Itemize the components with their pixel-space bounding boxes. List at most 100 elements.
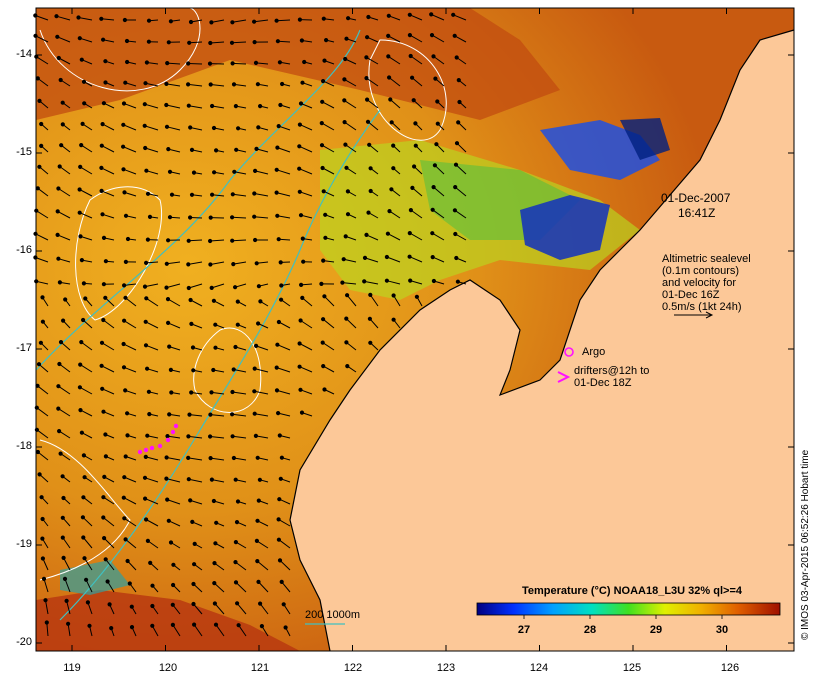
- x-tick-label: 119: [63, 662, 81, 674]
- velocity-arrow-head: [211, 367, 216, 373]
- velocity-arrow-head: [387, 209, 392, 214]
- velocity-arrow-head: [434, 142, 439, 147]
- velocity-arrow-head: [275, 342, 280, 347]
- velocity-arrow-head: [344, 316, 349, 321]
- velocity-arrow-head: [165, 297, 171, 302]
- velocity-arrow: [144, 283, 159, 288]
- velocity-arrow-head: [214, 148, 219, 153]
- velocity-arrow-head: [122, 283, 127, 288]
- velocity-arrow-head: [233, 560, 238, 565]
- velocity-arrow: [123, 124, 137, 131]
- velocity-arrow: [321, 101, 335, 109]
- velocity-arrow-head: [123, 388, 128, 393]
- velocity-arrow: [279, 560, 291, 571]
- velocity-arrow-head: [142, 284, 148, 289]
- velocity-arrow-head: [208, 82, 213, 87]
- velocity-arrow-head: [236, 126, 241, 131]
- velocity-arrow-head: [299, 410, 305, 415]
- velocity-arrow-head: [61, 495, 66, 501]
- velocity-arrow-head: [297, 341, 302, 346]
- velocity-arrow-head: [230, 412, 235, 417]
- velocity-arrow: [254, 170, 269, 175]
- velocity-arrow-head: [79, 143, 84, 148]
- velocity-arrow-head: [81, 79, 87, 84]
- velocity-arrow-head: [278, 260, 283, 265]
- argo-symbol: [564, 347, 574, 357]
- velocity-arrow-head: [275, 213, 280, 218]
- velocity-arrow-head: [252, 411, 257, 416]
- velocity-arrow-head: [125, 558, 130, 564]
- velocity-arrow-head: [276, 319, 281, 325]
- velocity-arrow-head: [76, 15, 81, 20]
- velocity-arrow: [388, 77, 401, 87]
- map-frame: [35, 7, 795, 652]
- velocity-arrow: [43, 578, 49, 593]
- velocity-arrow-head: [122, 516, 127, 521]
- velocity-arrow: [36, 210, 49, 219]
- velocity-arrow: [299, 343, 313, 351]
- velocity-arrow: [59, 363, 71, 373]
- velocity-arrow-head: [100, 122, 105, 127]
- velocity-arrow: [193, 603, 203, 615]
- velocity-arrow-head: [364, 55, 369, 60]
- velocity-arrow-head: [389, 120, 394, 125]
- velocity-arrow-head: [208, 412, 213, 417]
- velocity-arrow-head: [258, 299, 263, 304]
- velocity-arrow: [79, 166, 93, 175]
- velocity-arrow-head: [345, 364, 350, 369]
- velocity-arrow-head: [81, 495, 86, 500]
- velocity-arrow: [276, 192, 291, 197]
- velocity-arrow-head: [99, 340, 105, 345]
- velocity-arrow-head: [40, 295, 45, 300]
- velocity-arrow-head: [58, 340, 64, 345]
- velocity-arrow: [232, 193, 247, 197]
- velocity-arrow: [105, 558, 115, 571]
- altimetric-line-2: (0.1m contours): [662, 265, 740, 277]
- velocity-arrow: [454, 209, 467, 219]
- velocity-arrow-head: [79, 258, 85, 263]
- velocity-arrow: [409, 232, 423, 241]
- velocity-arrow-head: [208, 434, 213, 439]
- velocity-arrow-head: [143, 81, 148, 86]
- velocity-arrow-head: [299, 282, 304, 287]
- velocity-arrow-head: [99, 165, 104, 170]
- velocity-arrow: [37, 451, 49, 461]
- velocity-arrow: [254, 19, 269, 23]
- velocity-arrow-head: [433, 76, 438, 81]
- velocity-arrow-head: [365, 119, 371, 124]
- y-tick-label: -16: [16, 244, 32, 256]
- velocity-arrow-head: [431, 54, 436, 59]
- velocity-arrow-head: [255, 82, 260, 87]
- velocity-arrow-head: [255, 559, 260, 564]
- velocity-arrow-head: [276, 517, 281, 522]
- velocity-arrow-head: [435, 99, 440, 104]
- velocity-arrow-head: [186, 82, 191, 87]
- altimetric-line-5: 0.5m/s (1kt 24h): [662, 301, 742, 313]
- velocity-arrow-head: [168, 19, 173, 24]
- velocity-arrow-head: [102, 474, 107, 479]
- velocity-arrow-head: [101, 495, 106, 500]
- velocity-arrow: [145, 147, 159, 153]
- velocity-arrow: [66, 600, 71, 615]
- date-label: 01-Dec-2007: [661, 191, 731, 205]
- velocity-arrow-head: [452, 33, 457, 38]
- velocity-arrow: [101, 18, 115, 21]
- velocity-arrow-head: [189, 390, 194, 395]
- velocity-arrow: [254, 413, 269, 417]
- velocity-arrow-head: [211, 125, 217, 131]
- velocity-arrow-head: [150, 603, 155, 609]
- velocity-arrow: [62, 537, 71, 549]
- velocity-arrow-head: [79, 340, 84, 345]
- velocity-arrow-head: [164, 81, 169, 87]
- velocity-arrow-head: [150, 623, 155, 628]
- velocity-arrow-head: [341, 257, 346, 262]
- velocity-arrow-head: [435, 121, 440, 126]
- velocity-arrow-head: [297, 364, 302, 369]
- warm-top-band: [36, 8, 560, 120]
- velocity-arrow: [80, 409, 93, 417]
- x-tick-label: 126: [720, 662, 740, 674]
- velocity-arrow: [101, 167, 115, 175]
- velocity-arrow-head: [389, 187, 394, 192]
- velocity-arrow: [103, 319, 115, 329]
- velocity-arrow-head: [213, 622, 219, 627]
